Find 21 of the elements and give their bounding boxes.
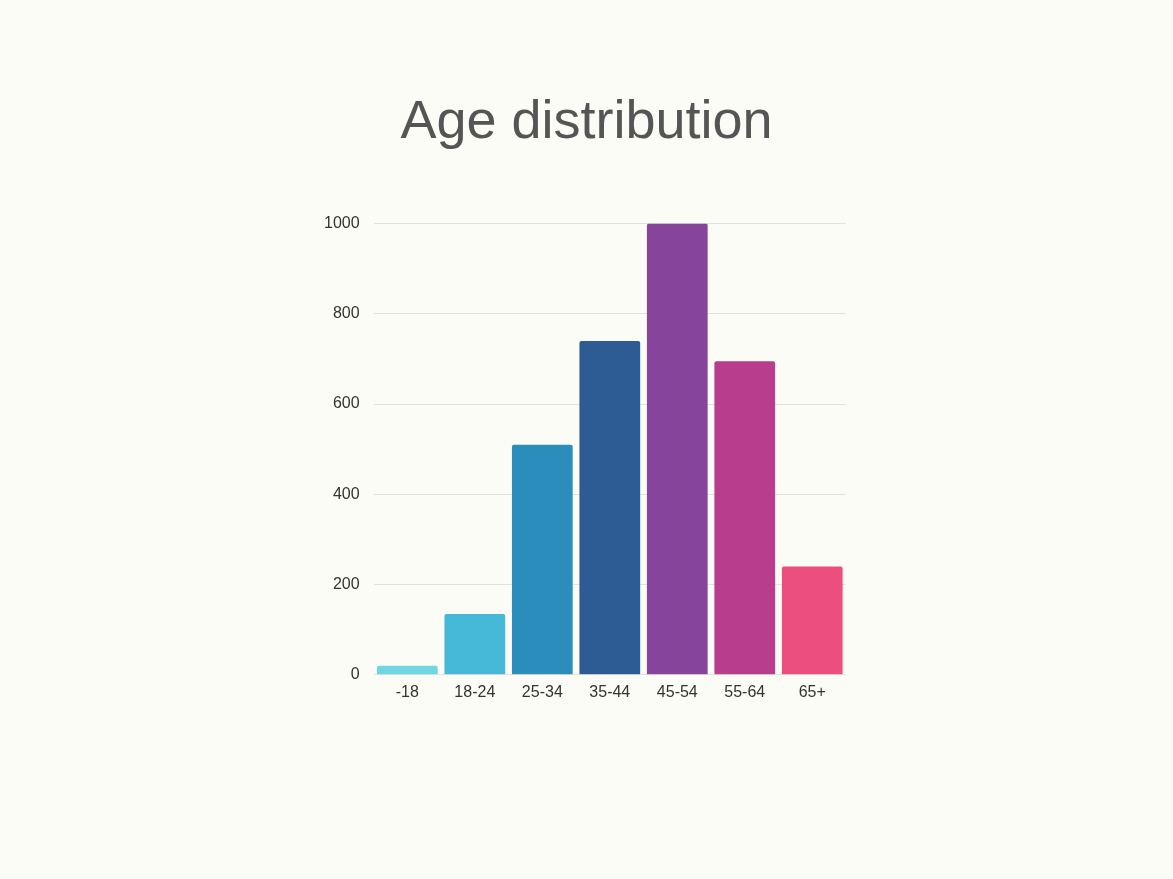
x-tick-label: -18: [395, 682, 419, 700]
x-tick-label: 18-24: [454, 682, 496, 700]
bar: [646, 223, 708, 675]
y-tick-label: 800: [332, 304, 360, 322]
y-tick-label: 0: [350, 665, 360, 683]
x-tick-label: 35-44: [589, 682, 631, 700]
y-tick-label: 600: [332, 394, 360, 412]
bar: [579, 340, 641, 675]
y-tick-label: 200: [332, 574, 360, 592]
chart-title: Age distribution: [399, 88, 774, 150]
x-tick-label: 25-34: [521, 682, 563, 700]
x-tick-label: 45-54: [656, 682, 698, 700]
bar: [376, 665, 438, 675]
x-tick-label: 55-64: [724, 682, 766, 700]
bar: [444, 613, 506, 675]
x-tick-label: 65+: [798, 682, 826, 700]
bar: [781, 566, 843, 675]
y-tick-label: 1000: [324, 214, 360, 232]
bar: [511, 444, 573, 675]
bar: [714, 361, 776, 675]
y-tick-label: 400: [332, 484, 360, 502]
